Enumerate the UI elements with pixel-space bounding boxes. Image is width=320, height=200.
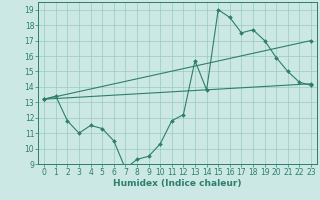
X-axis label: Humidex (Indice chaleur): Humidex (Indice chaleur)	[113, 179, 242, 188]
